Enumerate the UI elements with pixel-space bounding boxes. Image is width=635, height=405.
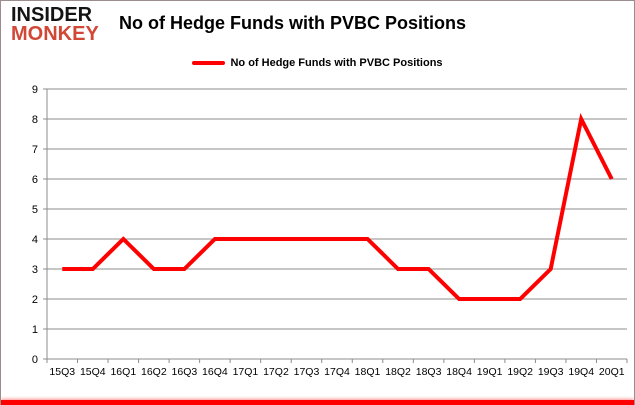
- logo-line2: MONKEY: [11, 23, 99, 45]
- chart-canvas: 0 1 2 3 4 5 6 7 8 9 15Q3 15Q4 16Q1 16Q2 16Q3 16Q4 17Q1 17…: [32, 84, 628, 378]
- x-tick-label: 18Q4: [446, 366, 472, 378]
- x-tick-label: 17Q3: [294, 366, 320, 378]
- logo-line1: INSIDER: [11, 4, 93, 26]
- y-tick-label: 9: [32, 84, 38, 96]
- x-tick-label: 18Q1: [355, 366, 381, 378]
- series-line: [62, 112, 614, 301]
- frame-bottom-bar: [1, 400, 634, 405]
- legend-line-marker: [192, 61, 226, 65]
- x-tick-label: 18Q3: [416, 366, 442, 378]
- x-tick-label: 17Q4: [324, 366, 350, 378]
- y-tick-label: 4: [32, 234, 38, 246]
- legend-label: No of Hedge Funds with PVBC Positions: [230, 57, 443, 69]
- y-tick-label: 2: [32, 294, 38, 306]
- x-tick-label: 15Q3: [49, 366, 75, 378]
- y-tick-label: 6: [32, 174, 38, 186]
- insider-monkey-logo: INSIDER MONKEY: [11, 4, 99, 45]
- y-tick-label: 0: [32, 354, 38, 366]
- x-tick-label: 18Q2: [385, 366, 411, 378]
- x-tick-label: 20Q1: [599, 366, 625, 378]
- x-tick-label: 15Q4: [80, 366, 106, 378]
- x-tick-label: 19Q1: [477, 366, 503, 378]
- x-tick-label: 17Q2: [263, 366, 289, 378]
- y-tick-label: 5: [32, 204, 38, 216]
- x-tick-label: 19Q3: [538, 366, 564, 378]
- y-tick-label: 8: [32, 114, 38, 126]
- x-tick-label: 19Q2: [507, 366, 533, 378]
- x-tick-label: 16Q1: [110, 366, 136, 378]
- x-tick-label: 16Q2: [141, 366, 167, 378]
- x-tick-label: 19Q4: [568, 366, 594, 378]
- legend: No of Hedge Funds with PVBC Positions: [1, 57, 634, 69]
- x-tick-label: 16Q3: [172, 366, 198, 378]
- chart-title: No of Hedge Funds with PVBC Positions: [119, 13, 467, 33]
- x-tick-label: 16Q4: [202, 366, 228, 378]
- x-tick-label: 17Q1: [233, 366, 259, 378]
- y-tick-label: 1: [32, 324, 38, 336]
- y-tick-label: 7: [32, 144, 38, 156]
- y-tick-label: 3: [32, 264, 38, 276]
